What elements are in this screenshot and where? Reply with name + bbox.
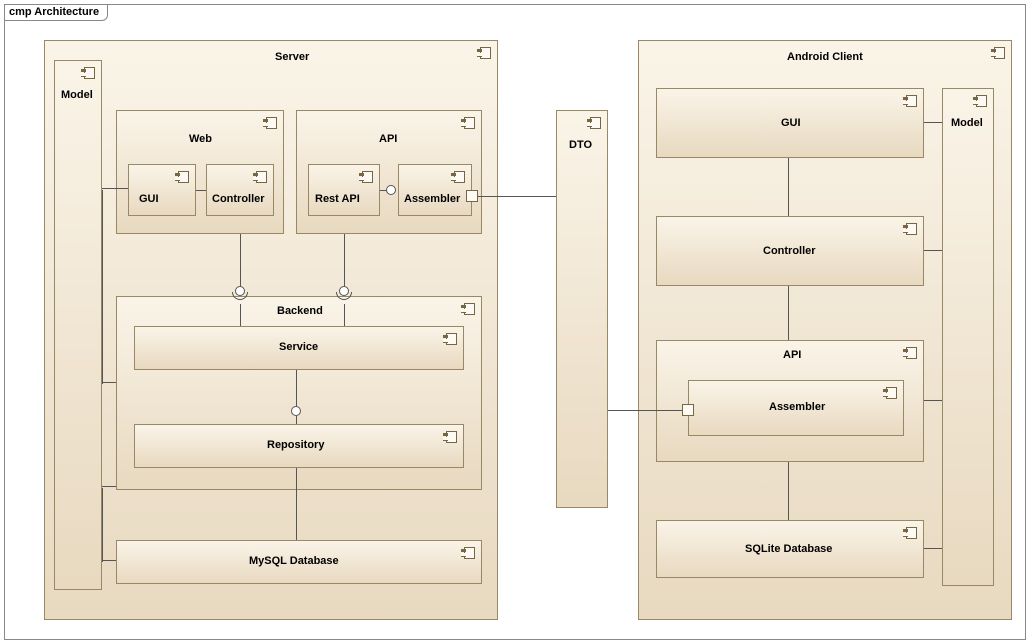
component-dto: DTO	[556, 110, 608, 508]
connector-line	[102, 488, 103, 562]
interface-ball	[291, 406, 301, 416]
connector-line	[102, 382, 116, 383]
component-service: Service	[134, 326, 464, 370]
component-model_r: Model	[942, 88, 994, 586]
component-icon	[81, 67, 95, 79]
component-assembler_l: Assembler	[398, 164, 472, 216]
connector-line	[788, 158, 789, 216]
interface-ball	[386, 185, 396, 195]
component-label-repository: Repository	[267, 439, 324, 451]
component-icon	[883, 387, 897, 399]
connector-line	[344, 234, 345, 286]
component-controller_l: Controller	[206, 164, 274, 216]
component-icon	[973, 95, 987, 107]
component-icon	[253, 171, 267, 183]
component-restapi: Rest API	[308, 164, 380, 216]
component-label-model_r: Model	[951, 117, 983, 129]
component-icon	[443, 431, 457, 443]
connector-line	[788, 286, 789, 340]
component-icon	[263, 117, 277, 129]
connector-line	[608, 410, 682, 411]
component-label-controller_l: Controller	[212, 193, 265, 205]
component-icon	[451, 171, 465, 183]
component-label-model_l: Model	[61, 89, 93, 101]
connector-line	[924, 400, 942, 401]
component-icon	[903, 527, 917, 539]
port	[466, 190, 478, 202]
connector-line	[478, 196, 556, 197]
component-label-api_l: API	[379, 133, 397, 145]
connector-line	[296, 468, 297, 540]
component-label-web: Web	[189, 133, 212, 145]
component-repository: Repository	[134, 424, 464, 468]
connector-line	[924, 548, 942, 549]
connector-line	[240, 304, 241, 326]
component-label-gui_r: GUI	[781, 117, 801, 129]
component-icon	[477, 47, 491, 59]
connector-line	[196, 190, 206, 191]
connector-line	[924, 250, 942, 251]
connector-line	[102, 190, 103, 384]
component-assembler_r: Assembler	[688, 380, 904, 436]
component-icon	[991, 47, 1005, 59]
component-icon	[461, 303, 475, 315]
component-icon	[461, 547, 475, 559]
component-label-dto: DTO	[569, 139, 592, 151]
connector-line	[102, 188, 128, 189]
frame-title: cmp Architecture	[4, 4, 108, 21]
component-icon	[903, 223, 917, 235]
component-label-restapi: Rest API	[315, 193, 360, 205]
component-icon	[903, 95, 917, 107]
connector-line	[924, 122, 942, 123]
connector-line	[240, 234, 241, 286]
component-label-controller_r: Controller	[763, 245, 816, 257]
component-label-assembler_l: Assembler	[404, 193, 460, 205]
component-label-api_r: API	[783, 349, 801, 361]
port	[682, 404, 694, 416]
component-gui_r: GUI	[656, 88, 924, 158]
connector-line	[102, 486, 116, 487]
component-gui_l: GUI	[128, 164, 196, 216]
component-label-gui_l: GUI	[139, 193, 159, 205]
component-label-sqlite: SQLite Database	[745, 543, 832, 555]
component-label-backend: Backend	[277, 305, 323, 317]
connector-line	[102, 560, 116, 561]
component-controller_r: Controller	[656, 216, 924, 286]
component-label-service: Service	[279, 341, 318, 353]
component-icon	[587, 117, 601, 129]
connector-line	[344, 304, 345, 326]
component-icon	[903, 347, 917, 359]
component-icon	[359, 171, 373, 183]
component-sqlite: SQLite Database	[656, 520, 924, 578]
connector-line	[296, 416, 297, 424]
component-icon	[443, 333, 457, 345]
component-label-mysql: MySQL Database	[249, 555, 339, 567]
component-icon	[461, 117, 475, 129]
component-label-assembler_r: Assembler	[769, 401, 825, 413]
component-label-server: Server	[275, 51, 309, 63]
component-model_l: Model	[54, 60, 102, 590]
connector-line	[296, 370, 297, 406]
connector-line	[788, 462, 789, 520]
component-icon	[175, 171, 189, 183]
component-label-android: Android Client	[787, 51, 863, 63]
component-mysql: MySQL Database	[116, 540, 482, 584]
